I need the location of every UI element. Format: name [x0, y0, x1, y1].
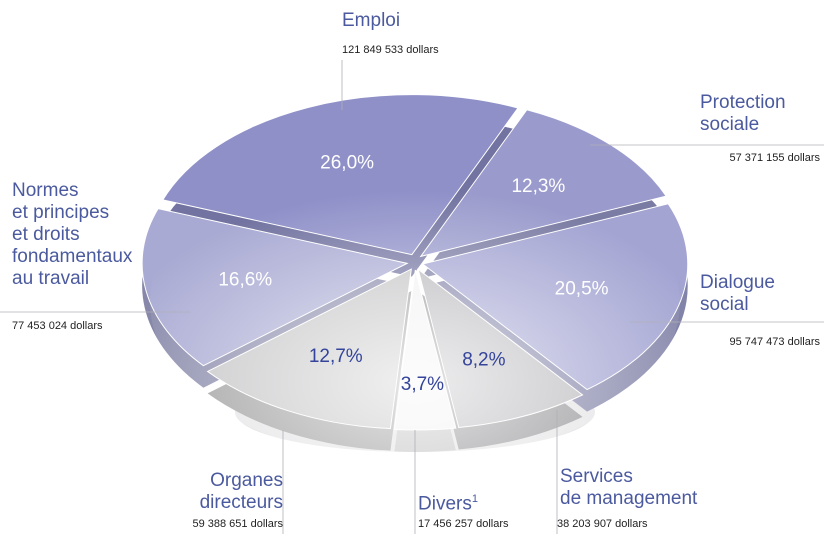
- category-label: Protection sociale: [700, 92, 786, 136]
- category-label: Divers1: [418, 488, 478, 515]
- amount-label: 59 388 651 dollars: [192, 518, 283, 530]
- category-text: Services de management: [560, 466, 698, 509]
- category-text: Dialogue social: [700, 272, 775, 315]
- amount-label: 95 747 473 dollars: [729, 336, 820, 348]
- category-text: Emploi: [342, 10, 401, 31]
- amount-label: 57 371 155 dollars: [729, 152, 820, 164]
- category-label: Organes directeurs: [200, 470, 283, 514]
- category-text: Protection sociale: [700, 92, 786, 135]
- value-label: 20,5%: [555, 278, 609, 299]
- value-label: 26,0%: [320, 152, 374, 173]
- amount-label: 38 203 907 dollars: [557, 518, 648, 530]
- value-label: 12,3%: [511, 176, 565, 197]
- category-text: Divers: [418, 493, 472, 515]
- amount-label: 17 456 257 dollars: [418, 518, 509, 530]
- category-label: Emploi: [342, 10, 400, 32]
- value-label: 3,7%: [401, 374, 444, 395]
- category-text: Normes et principes et droits fondamenta…: [12, 180, 133, 289]
- category-label: Dialogue social: [700, 272, 775, 316]
- category-label: Services de management: [560, 466, 697, 510]
- footnote-mark: 1: [471, 493, 478, 505]
- value-label: 16,6%: [218, 269, 272, 290]
- category-label: Normes et principes et droits fondamenta…: [12, 180, 132, 290]
- category-text: Organes directeurs: [199, 470, 283, 513]
- value-label: 8,2%: [462, 349, 505, 370]
- amount-label: 77 453 024 dollars: [12, 320, 103, 332]
- value-label: 12,7%: [309, 346, 363, 367]
- amount-label: 121 849 533 dollars: [342, 44, 439, 56]
